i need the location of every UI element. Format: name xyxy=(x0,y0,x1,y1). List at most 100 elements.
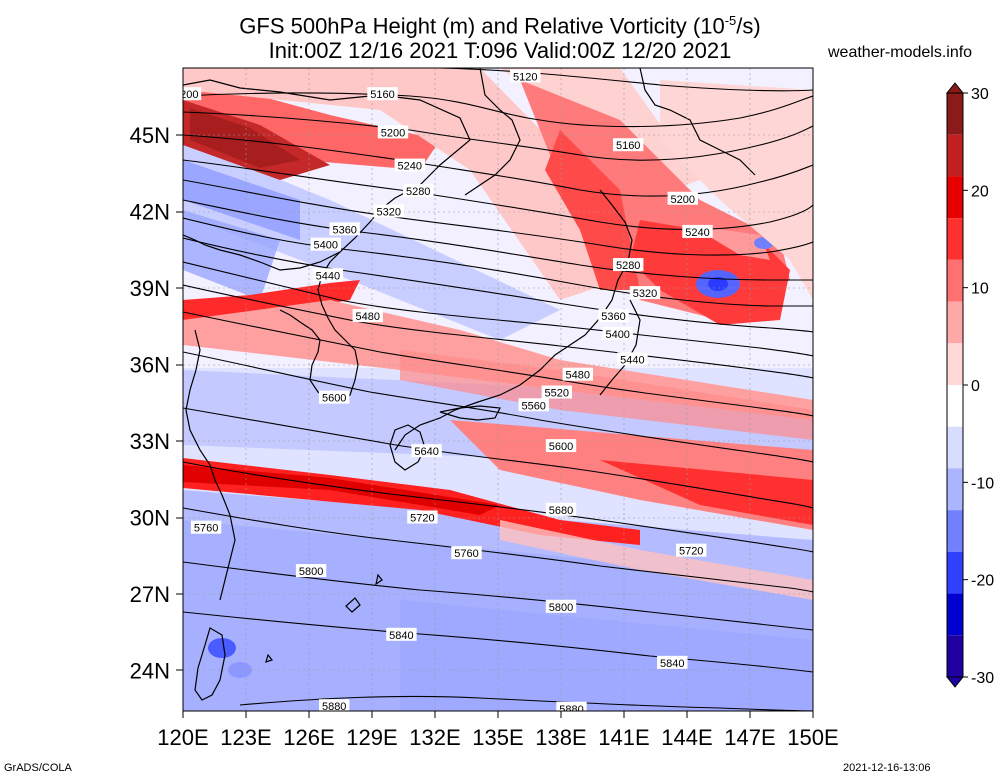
contour-label: 5760 xyxy=(194,523,218,535)
lon-tick-label: 138E xyxy=(535,725,586,750)
colorbar-top-arrow xyxy=(945,82,965,94)
lat-tick-label: 24N xyxy=(130,659,170,684)
contour-label-bg xyxy=(319,390,350,404)
contour-label-bg xyxy=(377,125,409,139)
contour-labels: 5120 200 5160 5200 5160 5240 5280 5200 5320 5360 5… xyxy=(180,69,713,716)
contour-label: 5760 xyxy=(454,548,478,560)
contour-label: 5880 xyxy=(322,701,346,713)
footer-software: GrADS/COLA xyxy=(4,762,72,774)
colorbar-segment xyxy=(947,635,963,677)
contour-label-bg xyxy=(319,699,350,711)
axis-ticks xyxy=(176,134,814,718)
contour-label-bg xyxy=(598,309,629,323)
contour-label-bg xyxy=(556,701,587,711)
contour-label-bg xyxy=(295,564,327,578)
contour-label: 5800 xyxy=(299,566,323,578)
contour-label: 5320 xyxy=(633,288,657,300)
contour-label-bg xyxy=(545,439,577,453)
colorbar-labels: 30 20 10 0 -10 -20 -30 xyxy=(963,86,994,687)
colorbar-segment xyxy=(947,134,963,177)
contour-label-bg xyxy=(613,138,644,152)
contour-label: 5440 xyxy=(316,270,340,282)
contour-label: 200 xyxy=(180,89,198,101)
colorbar-segment xyxy=(947,385,963,427)
contour-label-bg xyxy=(541,385,572,399)
contour-label-bg xyxy=(602,326,633,340)
contour-label: 5200 xyxy=(381,127,405,139)
contour-label: 5440 xyxy=(620,354,644,366)
lon-tick-label: 129E xyxy=(346,725,397,750)
contour-label: 5280 xyxy=(406,186,430,198)
colorbar-label: 0 xyxy=(971,378,980,395)
chart-title-line2: Init:00Z 12/16 2021 T:096 Valid:00Z 12/2… xyxy=(268,38,732,63)
lon-tick-label: 132E xyxy=(409,725,460,750)
contour-label-bg xyxy=(386,627,417,641)
contour-label: 5160 xyxy=(370,89,394,101)
contour-label: 5560 xyxy=(521,400,545,412)
contour-label: 5600 xyxy=(322,393,346,405)
longitude-tick-labels: 120E 123E 126E 129E 132E 135E 138E 141E 144E 147E… xyxy=(157,725,838,750)
colorbar-label: -20 xyxy=(971,573,994,590)
contour-label: 5360 xyxy=(601,311,625,323)
source-label: weather-models.info xyxy=(828,44,973,61)
contour-label: 5320 xyxy=(377,207,401,219)
contour-label-bg xyxy=(310,237,341,251)
contour-label: 5400 xyxy=(314,240,338,252)
lon-tick-label: 150E xyxy=(787,725,838,750)
footer-timestamp: 2021-12-16-13:06 xyxy=(843,762,931,774)
contour-label-bg xyxy=(190,520,222,534)
colorbar-label: 10 xyxy=(971,281,989,298)
contour-label-bg xyxy=(562,367,593,381)
contour-label: 5640 xyxy=(414,446,438,458)
contour-label-bg xyxy=(613,258,644,272)
lon-tick-label: 120E xyxy=(157,725,208,750)
contour-label-bg xyxy=(394,158,425,172)
colorbar-segment xyxy=(947,218,963,260)
contour-label: 5280 xyxy=(616,260,640,272)
colorbar-label: 30 xyxy=(971,86,989,103)
contour-label: 5200 xyxy=(671,194,695,206)
colorbar-label: 20 xyxy=(971,183,989,200)
lat-tick-label: 36N xyxy=(130,353,170,378)
contour-label: 5240 xyxy=(398,161,422,173)
lon-tick-label: 123E xyxy=(220,725,271,750)
contour-label: 5880 xyxy=(559,704,583,716)
contour-label: 5800 xyxy=(549,602,573,614)
lon-tick-label: 135E xyxy=(472,725,523,750)
colorbar-segment xyxy=(947,551,963,594)
contour-label-bg xyxy=(510,69,541,83)
lon-tick-label: 144E xyxy=(661,725,712,750)
lat-tick-label: 30N xyxy=(130,506,170,531)
lat-tick-label: 39N xyxy=(130,276,170,301)
colorbar-segment xyxy=(947,593,963,636)
contour-label-bg xyxy=(411,444,442,458)
chart-title-line1: GFS 500hPa Height (m) and Relative Vorti… xyxy=(239,13,761,39)
lat-tick-label: 33N xyxy=(130,429,170,454)
contour-label: 5480 xyxy=(566,370,590,382)
colorbar-bottom-arrow xyxy=(945,676,965,688)
grid xyxy=(183,68,813,711)
lat-tick-label: 42N xyxy=(130,200,170,225)
latitude-tick-labels: 45N 42N 39N 36N 33N 30N 27N 24N xyxy=(130,123,170,684)
colorbar-segment xyxy=(947,301,963,344)
colorbar-segment xyxy=(947,468,963,511)
contour-label: 5120 xyxy=(513,71,537,83)
colorbar-segment xyxy=(947,426,963,469)
contour-label-bg xyxy=(518,398,549,412)
lat-tick-label: 27N xyxy=(130,582,170,607)
colorbar-segment xyxy=(947,510,963,552)
contour-label: 5240 xyxy=(685,227,709,239)
colorbar-segment xyxy=(947,343,963,385)
contour-label-bg xyxy=(329,222,360,236)
contour-label: 5720 xyxy=(410,513,434,525)
contour-label: 5720 xyxy=(679,546,703,558)
contour-label-bg xyxy=(617,352,648,366)
height-contours xyxy=(183,68,813,711)
contour-label: 5840 xyxy=(660,658,684,670)
contour-label-bg xyxy=(667,191,698,205)
contour-label-bg xyxy=(676,543,707,557)
colorbar-label: -30 xyxy=(971,670,994,687)
contour-label-bg xyxy=(682,224,713,238)
contour-label: 5400 xyxy=(605,329,629,341)
